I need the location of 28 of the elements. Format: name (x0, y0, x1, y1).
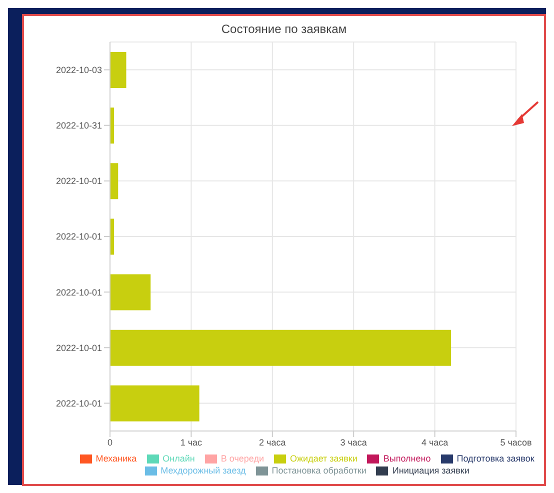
y-tick-label: 2022-10-31 (56, 120, 102, 131)
legend-label: Ожидает заявки (290, 453, 358, 464)
x-tick-label: 1 час (180, 437, 203, 448)
x-tick-label: 3 часа (340, 437, 367, 448)
y-tick-label: 2022-10-01 (56, 398, 102, 408)
chart-title: Состояние по заявкам (220, 22, 348, 36)
legend-label: В очереди (220, 453, 264, 464)
legend-label: Онлайн (162, 453, 195, 464)
legend-label: Выполнено (383, 453, 431, 464)
y-tick-label: 2022-10-01 (56, 342, 102, 353)
legend-label: Постановка обработки (272, 465, 366, 476)
x-tick-label: 5 часов (500, 437, 532, 448)
bar (110, 52, 126, 88)
bar (110, 330, 452, 366)
legend-label: Подготовка заявок (456, 453, 534, 464)
y-tick-label: 2022-10-01 (56, 287, 102, 298)
bar (110, 274, 151, 310)
bar (110, 385, 200, 422)
x-tick-label: 0 (107, 437, 113, 448)
legend-label: Мехдорожный заезд (160, 465, 246, 476)
legend-label: Инициация заявки (392, 465, 470, 476)
bar (110, 163, 118, 200)
x-tick-label: 2 часа (259, 437, 286, 448)
y-tick-label: 2022-10-03 (56, 64, 102, 75)
x-tick-label: 4 часа (421, 437, 448, 448)
y-tick-label: 2022-10-01 (56, 232, 102, 242)
y-tick-label: 2022-10-01 (56, 176, 102, 186)
legend-label: Механика (96, 453, 137, 464)
